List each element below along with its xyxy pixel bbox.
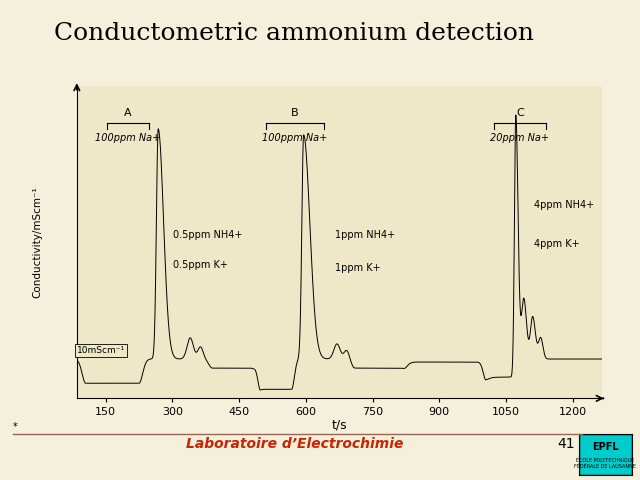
Text: 20ppm Na+: 20ppm Na+ [490, 133, 549, 144]
Text: 10mScm⁻¹: 10mScm⁻¹ [77, 346, 125, 355]
Text: Laboratoire d’Electrochimie: Laboratoire d’Electrochimie [186, 437, 403, 451]
Text: 4ppm K+: 4ppm K+ [534, 239, 580, 249]
Text: 0.5ppm K+: 0.5ppm K+ [173, 260, 228, 270]
Text: 100ppm Na+: 100ppm Na+ [95, 133, 161, 144]
Text: Conductivity/mScm⁻¹: Conductivity/mScm⁻¹ [33, 187, 42, 298]
Text: 0.5ppm NH4+: 0.5ppm NH4+ [173, 230, 243, 240]
Text: A: A [124, 108, 132, 118]
Text: B: B [291, 108, 298, 118]
Text: 100ppm Na+: 100ppm Na+ [262, 133, 327, 144]
Text: 4ppm NH4+: 4ppm NH4+ [534, 200, 594, 210]
Text: EPFL: EPFL [592, 443, 619, 453]
Text: 41: 41 [557, 437, 575, 451]
Text: ÉCOLE POLYTECHNIQUE
FÉDÉRALE DE LAUSANNE: ÉCOLE POLYTECHNIQUE FÉDÉRALE DE LAUSANNE [575, 457, 636, 469]
Text: Conductometric ammonium detection: Conductometric ammonium detection [54, 22, 534, 45]
X-axis label: t/s: t/s [332, 419, 347, 432]
Text: 1ppm K+: 1ppm K+ [335, 263, 380, 273]
Text: *: * [13, 422, 17, 432]
Text: C: C [516, 108, 524, 118]
Text: 1ppm NH4+: 1ppm NH4+ [335, 230, 395, 240]
